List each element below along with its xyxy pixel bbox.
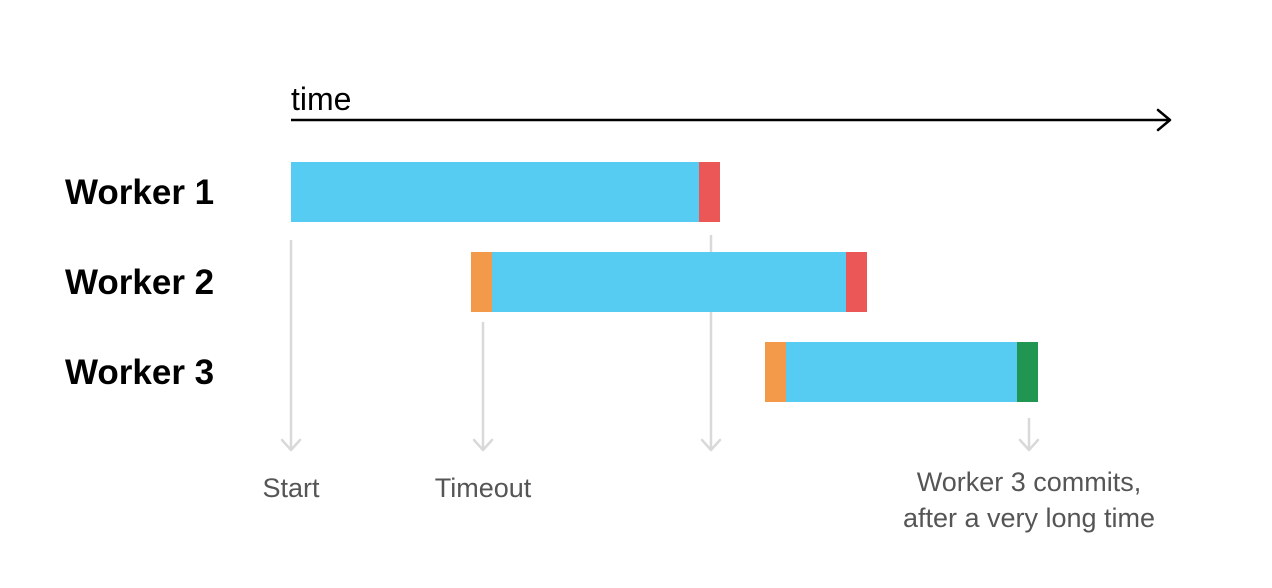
marker-arrowhead <box>700 438 722 452</box>
marker-label: after a very long time <box>903 503 1155 533</box>
marker-label: Start <box>262 473 320 503</box>
marker-arrowhead <box>472 438 494 452</box>
time-axis-label: time <box>291 81 351 117</box>
worker-label: Worker 2 <box>65 263 214 302</box>
marker-arrowhead <box>280 438 302 452</box>
workers-layer: Worker 1 Worker 2 Worker 3 <box>65 162 1038 402</box>
marker-arrow <box>1018 418 1040 452</box>
worker-label: Worker 1 <box>65 173 214 212</box>
worker-row: Worker 2 <box>65 252 867 312</box>
marker-label: Worker 3 commits, <box>917 467 1142 497</box>
marker-label: Timeout <box>435 473 532 503</box>
work-segment <box>291 162 699 222</box>
commit-segment <box>1017 342 1038 402</box>
annotation-labels: Start Timeout Worker 3 commits, after a ver… <box>262 467 1155 533</box>
retry-segment <box>471 252 492 312</box>
marker-arrowhead <box>1018 438 1040 452</box>
worker-row: Worker 1 <box>65 162 720 222</box>
time-axis-arrowhead <box>1156 108 1172 132</box>
conflict-segment <box>846 252 867 312</box>
marker-arrow <box>472 322 494 452</box>
time-axis: time <box>291 81 1172 132</box>
work-segment <box>786 342 1017 402</box>
marker-arrow <box>280 240 302 452</box>
worker-row: Worker 3 <box>65 342 1038 402</box>
retry-segment <box>765 342 786 402</box>
work-segment <box>492 252 846 312</box>
worker-label: Worker 3 <box>65 353 214 392</box>
conflict-segment <box>699 162 720 222</box>
